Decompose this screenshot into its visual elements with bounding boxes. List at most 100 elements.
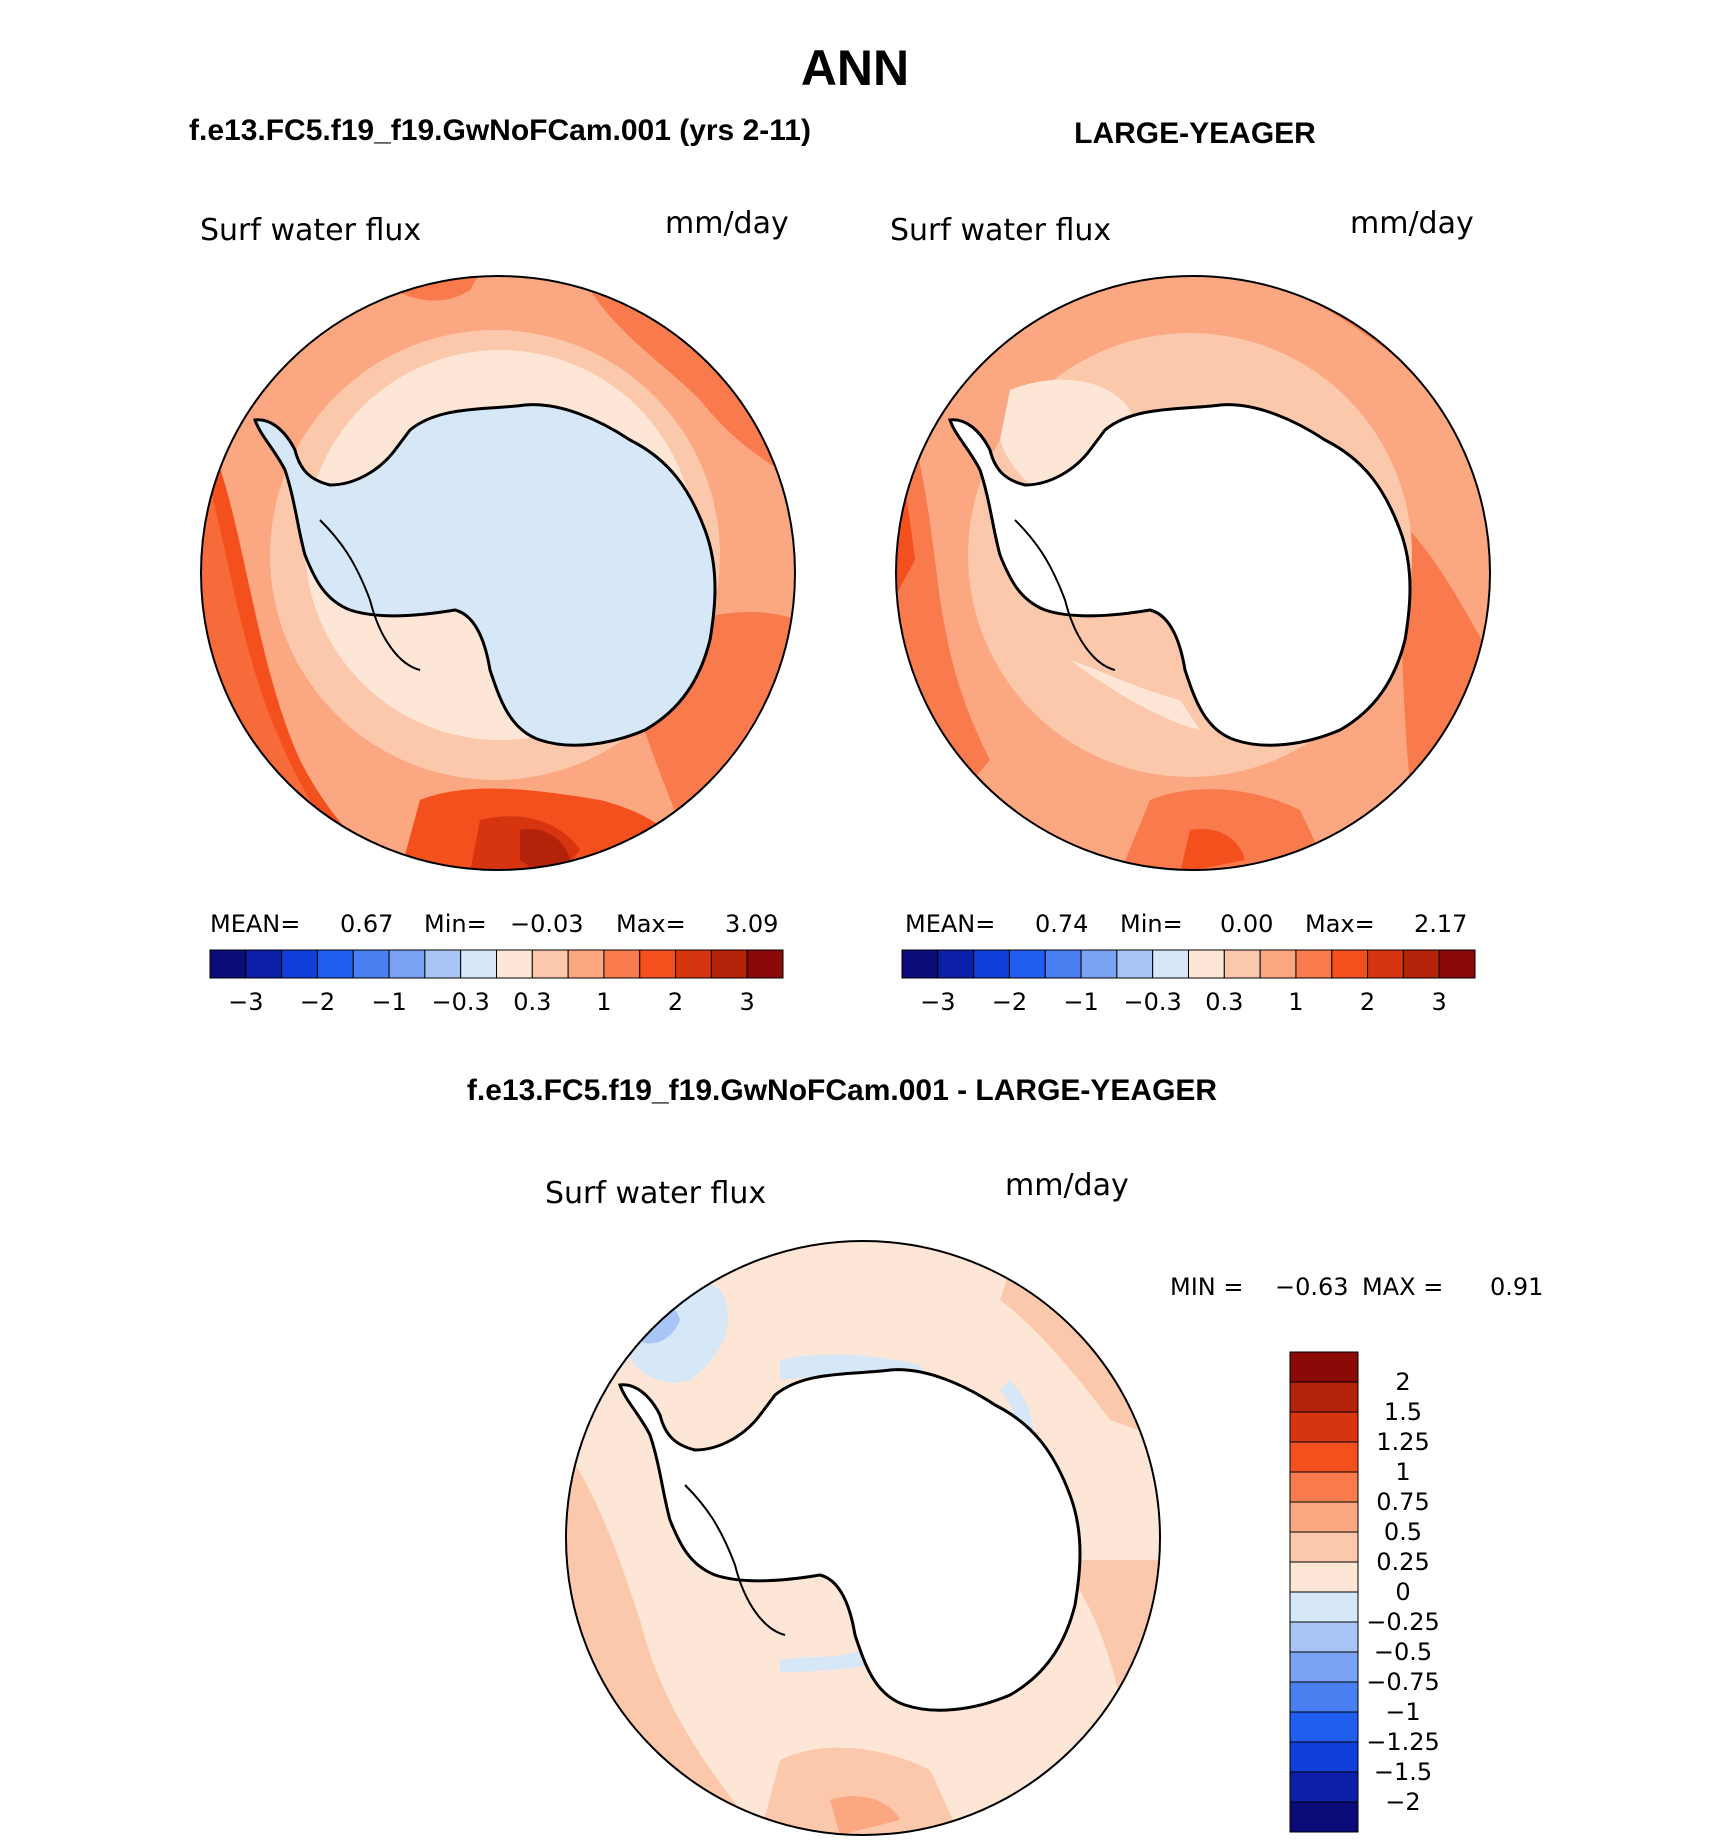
colorbar-swatch bbox=[937, 949, 975, 979]
colorbar-swatch bbox=[1289, 1591, 1359, 1623]
colorbar-swatch bbox=[1289, 1441, 1359, 1473]
diff-units-label: mm/day bbox=[1005, 1168, 1129, 1203]
colorbar-swatch bbox=[209, 949, 247, 979]
diff-max-value: 0.91 bbox=[1490, 1273, 1543, 1301]
diff-map-border bbox=[565, 1240, 1161, 1836]
diff-variable-label: Surf water flux bbox=[545, 1176, 766, 1211]
colorbar-tick-label: 0.3 bbox=[1205, 988, 1243, 1016]
right-panel: Surf water flux mm/day MEAN= 0.74 Min= 0… bbox=[890, 206, 1491, 1016]
right-colorbar: −3 −2 −1 −0.3 0.3 1 2 3 bbox=[901, 949, 1476, 1016]
colorbar-swatch bbox=[352, 949, 390, 979]
left-map-border bbox=[200, 275, 796, 871]
right-mean-label: MEAN= bbox=[905, 910, 995, 938]
colorbar-tick-label: 0.25 bbox=[1376, 1548, 1429, 1576]
colorbar-tick-label: −2 bbox=[1385, 1788, 1420, 1816]
colorbar-swatch bbox=[531, 949, 569, 979]
colorbar-swatch bbox=[1289, 1711, 1359, 1743]
colorbar-swatch bbox=[1367, 949, 1404, 979]
colorbar-swatch bbox=[1152, 949, 1189, 979]
left-max-label: Max= bbox=[616, 910, 686, 938]
colorbar-tick-label: −2 bbox=[992, 988, 1027, 1016]
colorbar-swatch bbox=[1295, 949, 1333, 979]
colorbar-tick-label: −3 bbox=[228, 988, 263, 1016]
colorbar-tick-label: −1.5 bbox=[1374, 1758, 1432, 1786]
colorbar-tick-label: 2 bbox=[1395, 1368, 1410, 1396]
left-mean-value: 0.67 bbox=[340, 910, 393, 938]
colorbar-swatch bbox=[603, 949, 641, 979]
colorbar-tick-label: 3 bbox=[740, 988, 755, 1016]
colorbar-swatch bbox=[901, 949, 939, 979]
diff-panel: f.e13.FC5.f19_f19.GwNoFCam.001 - LARGE-Y… bbox=[467, 1074, 1543, 1836]
colorbar-swatch bbox=[1188, 949, 1225, 979]
colorbar-swatch bbox=[675, 949, 712, 979]
colorbar-swatch bbox=[567, 949, 605, 979]
colorbar-swatch bbox=[710, 949, 748, 979]
colorbar-swatch bbox=[1402, 949, 1440, 979]
right-map-border bbox=[895, 275, 1491, 871]
colorbar-swatch bbox=[1116, 949, 1154, 979]
colorbar-tick-label: 1 bbox=[1288, 988, 1303, 1016]
colorbar-swatch bbox=[1289, 1471, 1359, 1503]
colorbar-tick-label: 3 bbox=[1432, 988, 1447, 1016]
colorbar-tick-label: 1 bbox=[596, 988, 611, 1016]
colorbar-tick-label: 0.3 bbox=[513, 988, 551, 1016]
colorbar-swatch bbox=[1289, 1351, 1359, 1383]
colorbar-tick-label: −1 bbox=[371, 988, 406, 1016]
colorbar-tick-label: 1.5 bbox=[1384, 1398, 1422, 1426]
colorbar-swatch bbox=[496, 949, 533, 979]
right-min-value: 0.00 bbox=[1220, 910, 1273, 938]
colorbar-swatch bbox=[1259, 949, 1297, 979]
colorbar-tick-label: −1 bbox=[1063, 988, 1098, 1016]
left-variable-label: Surf water flux bbox=[200, 213, 421, 248]
right-max-value: 2.17 bbox=[1414, 910, 1467, 938]
left-max-value: 3.09 bbox=[725, 910, 778, 938]
colorbar-swatch bbox=[1289, 1411, 1359, 1443]
left-colorbar: −3 −2 −1 −0.3 0.3 1 2 3 bbox=[209, 949, 784, 1016]
colorbar-swatch bbox=[424, 949, 462, 979]
colorbar-tick-label: −2 bbox=[300, 988, 335, 1016]
colorbar-swatch bbox=[1331, 949, 1369, 979]
colorbar-swatch bbox=[1289, 1501, 1359, 1533]
colorbar-swatch bbox=[1080, 949, 1118, 979]
colorbar-swatch bbox=[1438, 949, 1476, 979]
colorbar-swatch bbox=[281, 949, 318, 979]
left-panel: Surf water flux mm/day MEAN= 0.67 Mi bbox=[200, 206, 796, 1016]
colorbar-swatch bbox=[1289, 1801, 1359, 1833]
colorbar-swatch bbox=[1289, 1771, 1359, 1803]
diff-max-label: MAX = bbox=[1362, 1273, 1443, 1301]
colorbar-tick-label: 1 bbox=[1395, 1458, 1410, 1486]
left-mean-label: MEAN= bbox=[210, 910, 300, 938]
colorbar-swatch bbox=[1289, 1621, 1359, 1653]
colorbar-tick-label: −0.75 bbox=[1366, 1668, 1440, 1696]
right-max-label: Max= bbox=[1305, 910, 1375, 938]
colorbar-swatch bbox=[460, 949, 497, 979]
colorbar-swatch bbox=[1289, 1561, 1359, 1593]
left-min-label: Min= bbox=[424, 910, 487, 938]
colorbar-swatch bbox=[973, 949, 1010, 979]
colorbar-tick-label: −3 bbox=[920, 988, 955, 1016]
right-units-label: mm/day bbox=[1350, 206, 1474, 241]
colorbar-tick-label: 2 bbox=[1360, 988, 1375, 1016]
colorbar-tick-label: 2 bbox=[668, 988, 683, 1016]
colorbar-swatch bbox=[1044, 949, 1082, 979]
left-units-label: mm/day bbox=[665, 206, 789, 241]
colorbar-tick-label: 0.75 bbox=[1376, 1488, 1429, 1516]
diff-panel-header: f.e13.FC5.f19_f19.GwNoFCam.001 - LARGE-Y… bbox=[467, 1074, 1218, 1107]
diff-colorbar: 21.51.2510.750.50.250−0.25−0.5−0.75−1−1.… bbox=[1289, 1351, 1440, 1833]
colorbar-tick-label: −0.5 bbox=[1374, 1638, 1432, 1666]
right-min-label: Min= bbox=[1120, 910, 1183, 938]
colorbar-swatch bbox=[1289, 1381, 1359, 1413]
colorbar-swatch bbox=[1289, 1651, 1359, 1683]
colorbar-swatch bbox=[316, 949, 354, 979]
figure-title: ANN bbox=[801, 40, 909, 96]
colorbar-swatch bbox=[1289, 1741, 1359, 1773]
colorbar-swatch bbox=[746, 949, 784, 979]
diff-min-label: MIN = bbox=[1170, 1273, 1243, 1301]
colorbar-swatch bbox=[1008, 949, 1046, 979]
colorbar-tick-label: 0 bbox=[1395, 1578, 1410, 1606]
colorbar-swatch bbox=[388, 949, 426, 979]
left-min-value: −0.03 bbox=[510, 910, 584, 938]
diff-min-value: −0.63 bbox=[1275, 1273, 1349, 1301]
colorbar-tick-label: −1 bbox=[1385, 1698, 1420, 1726]
